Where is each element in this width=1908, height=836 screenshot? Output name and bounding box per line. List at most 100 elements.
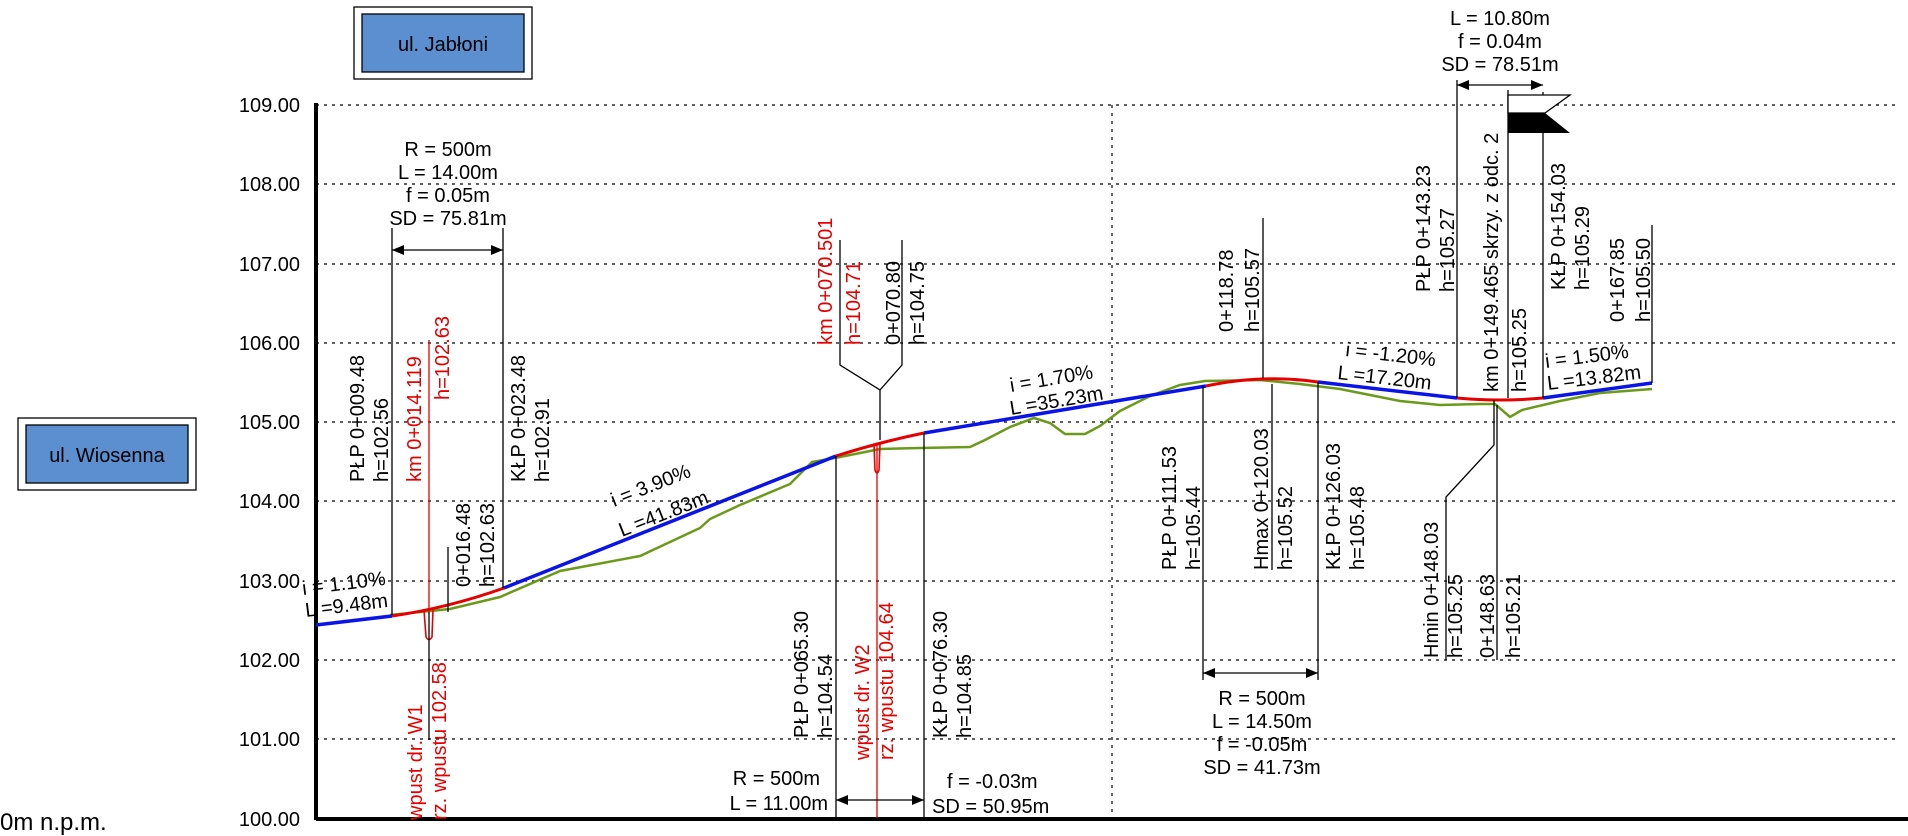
station-label: 0+070.80 h=104.75 xyxy=(883,261,929,345)
svg-text:rz. wpustu 102.58: rz. wpustu 102.58 xyxy=(429,662,451,820)
y-tick-label: 104.00 xyxy=(239,491,300,513)
station-label: Hmax 0+120.03 h=105.52 xyxy=(1251,428,1297,570)
svg-text:0+148.63: 0+148.63 xyxy=(1477,574,1499,658)
svg-text:h=105.25: h=105.25 xyxy=(1509,308,1531,392)
svg-text:h=104.75: h=104.75 xyxy=(907,261,929,345)
station-label: km 0+014.119 h=102.63 xyxy=(404,316,454,482)
svg-text:0+070.80: 0+070.80 xyxy=(883,261,905,345)
station-label: PŁP 0+065.30 h=104.54 xyxy=(791,611,837,738)
street-box-top: ul. Jabłoni xyxy=(353,6,533,80)
street-box-left: ul. Wiosenna xyxy=(17,417,197,491)
svg-text:h=105.29: h=105.29 xyxy=(1572,206,1594,290)
curve-param: f = -0.05m xyxy=(1217,734,1308,756)
station-label: km 0+070.501 h=104.71 xyxy=(815,218,865,345)
station-label: 0+016.48 h=102.63 xyxy=(453,503,499,587)
y-tick-label: 105.00 xyxy=(239,412,300,434)
station-label: PŁP 0+009.48 h=102.56 xyxy=(347,355,393,482)
svg-text:h=105.27: h=105.27 xyxy=(1437,208,1459,292)
svg-text:h=102.63: h=102.63 xyxy=(477,503,499,587)
svg-text:km 0+070.501: km 0+070.501 xyxy=(815,218,837,345)
terrain-line xyxy=(389,378,1653,617)
vertical-curves xyxy=(391,377,1544,618)
svg-text:h=104.54: h=104.54 xyxy=(815,654,837,738)
svg-text:wpust dr. W2: wpust dr. W2 xyxy=(852,644,874,761)
station-label: 0+148.63 h=105.21 xyxy=(1477,574,1525,658)
svg-text:h=105.44: h=105.44 xyxy=(1183,486,1205,570)
svg-text:h=102.91: h=102.91 xyxy=(532,398,554,482)
station-label: KŁP 0+076.30 h=104.85 xyxy=(930,611,976,738)
station-label: 0+118.78 h=105.57 xyxy=(1216,248,1264,332)
curve-params-4: L = 10.80m f = 0.04m SD = 78.51m xyxy=(1441,8,1558,76)
curve-params-1: R = 500m L = 14.00m f = 0.05m SD = 75.81… xyxy=(389,139,506,230)
curve-param: f = -0.03m xyxy=(947,771,1038,793)
svg-text:h=105.57: h=105.57 xyxy=(1242,248,1264,332)
y-tick-label: 103.00 xyxy=(239,571,300,593)
curve-params-3: R = 500m L = 14.50m f = -0.05m SD = 41.7… xyxy=(1203,688,1320,779)
station-label: KŁP 0+154.03 h=105.29 xyxy=(1548,163,1594,290)
svg-text:km 0+149.465 skrzy. z odc. 2: km 0+149.465 skrzy. z odc. 2 xyxy=(1481,133,1503,392)
curve-param: L = 14.00m xyxy=(398,162,498,184)
svg-text:h=105.50: h=105.50 xyxy=(1633,238,1655,322)
svg-text:h=104.85: h=104.85 xyxy=(954,654,976,738)
svg-text:0+118.78: 0+118.78 xyxy=(1216,250,1238,333)
svg-text:PŁP 0+143.23: PŁP 0+143.23 xyxy=(1413,165,1435,292)
svg-text:h=105.48: h=105.48 xyxy=(1347,486,1369,570)
station-label: KŁP 0+126.03 h=105.48 xyxy=(1323,443,1369,570)
svg-text:0+167.85: 0+167.85 xyxy=(1607,238,1629,322)
svg-text:wpust dr. W1: wpust dr. W1 xyxy=(405,704,427,821)
svg-text:KŁP 0+126.03: KŁP 0+126.03 xyxy=(1323,443,1345,570)
y-tick-label: 106.00 xyxy=(239,333,300,355)
y-tick-label: 107.00 xyxy=(239,254,300,276)
elevation-gridlines xyxy=(316,104,1900,818)
design-grade-line xyxy=(315,380,1653,627)
curve-param: f = 0.04m xyxy=(1458,31,1542,53)
svg-text:h=102.56: h=102.56 xyxy=(371,398,393,482)
curve-param: SD = 50.95m xyxy=(932,796,1049,818)
curve-param: R = 500m xyxy=(404,139,491,161)
svg-text:h=105.25: h=105.25 xyxy=(1445,574,1467,658)
station-label: PŁP 0+143.23 h=105.27 xyxy=(1413,165,1459,292)
svg-text:h=105.52: h=105.52 xyxy=(1275,486,1297,570)
svg-text:PŁP 0+111.53: PŁP 0+111.53 xyxy=(1159,446,1181,570)
junction-flag-icon xyxy=(1507,94,1573,133)
y-tick-label: 108.00 xyxy=(239,174,300,196)
curve-param: L = 11.00m xyxy=(730,793,828,815)
y-tick-labels: 109.00 108.00 107.00 106.00 105.00 104.0… xyxy=(239,95,300,831)
y-tick-label: 100.00 xyxy=(239,809,300,831)
svg-text:KŁP 0+023.48: KŁP 0+023.48 xyxy=(508,355,530,482)
svg-text:Hmax 0+120.03: Hmax 0+120.03 xyxy=(1251,428,1273,570)
svg-text:0+016.48: 0+016.48 xyxy=(453,503,475,587)
curve-param: R = 500m xyxy=(1218,688,1305,710)
datum-label: 0m n.p.m. xyxy=(0,809,107,836)
dimension-arrows xyxy=(392,80,1543,805)
street-label-left: ul. Wiosenna xyxy=(49,445,165,467)
station-label: wpust dr. W2 rz. wpustu 104.64 xyxy=(852,602,898,761)
station-label: 0+167.85 h=105.50 xyxy=(1607,238,1655,322)
svg-text:h=102.63: h=102.63 xyxy=(432,316,454,400)
street-label-top: ul. Jabłoni xyxy=(398,34,488,56)
curve-param: SD = 75.81m xyxy=(389,208,506,230)
curve-param: SD = 78.51m xyxy=(1441,54,1558,76)
curve-param: L = 14.50m xyxy=(1212,711,1312,733)
svg-text:PŁP 0+065.30: PŁP 0+065.30 xyxy=(791,611,813,738)
svg-text:km 0+014.119: km 0+014.119 xyxy=(404,356,426,482)
svg-text:KŁP 0+154.03: KŁP 0+154.03 xyxy=(1548,163,1570,290)
svg-text:h=104.71: h=104.71 xyxy=(843,261,865,345)
svg-text:KŁP 0+076.30: KŁP 0+076.30 xyxy=(930,611,952,738)
curve-param: L = 10.80m xyxy=(1450,8,1550,30)
svg-text:rz. wpustu 104.64: rz. wpustu 104.64 xyxy=(876,602,898,760)
curve-params-2: R = 500m L = 11.00m f = -0.03m SD = 50.9… xyxy=(730,768,1050,818)
station-lines xyxy=(391,80,1653,818)
station-label: km 0+149.465 skrzy. z odc. 2 h=105.25 xyxy=(1481,133,1531,392)
station-label: KŁP 0+023.48 h=102.91 xyxy=(508,355,554,482)
svg-text:PŁP 0+009.48: PŁP 0+009.48 xyxy=(347,355,369,482)
station-label: Hmin 0+148.03 h=105.25 xyxy=(1421,522,1467,658)
y-tick-label: 109.00 xyxy=(239,95,300,117)
curve-param: SD = 41.73m xyxy=(1203,757,1320,779)
station-labels: PŁP 0+009.48 h=102.56 km 0+014.119 h=102… xyxy=(347,133,1655,821)
curve-param: R = 500m xyxy=(733,768,820,790)
station-label: PŁP 0+111.53 h=105.44 xyxy=(1159,446,1205,570)
station-label: wpust dr. W1 rz. wpustu 102.58 xyxy=(405,662,451,821)
curve-param: f = 0.05m xyxy=(406,185,490,207)
